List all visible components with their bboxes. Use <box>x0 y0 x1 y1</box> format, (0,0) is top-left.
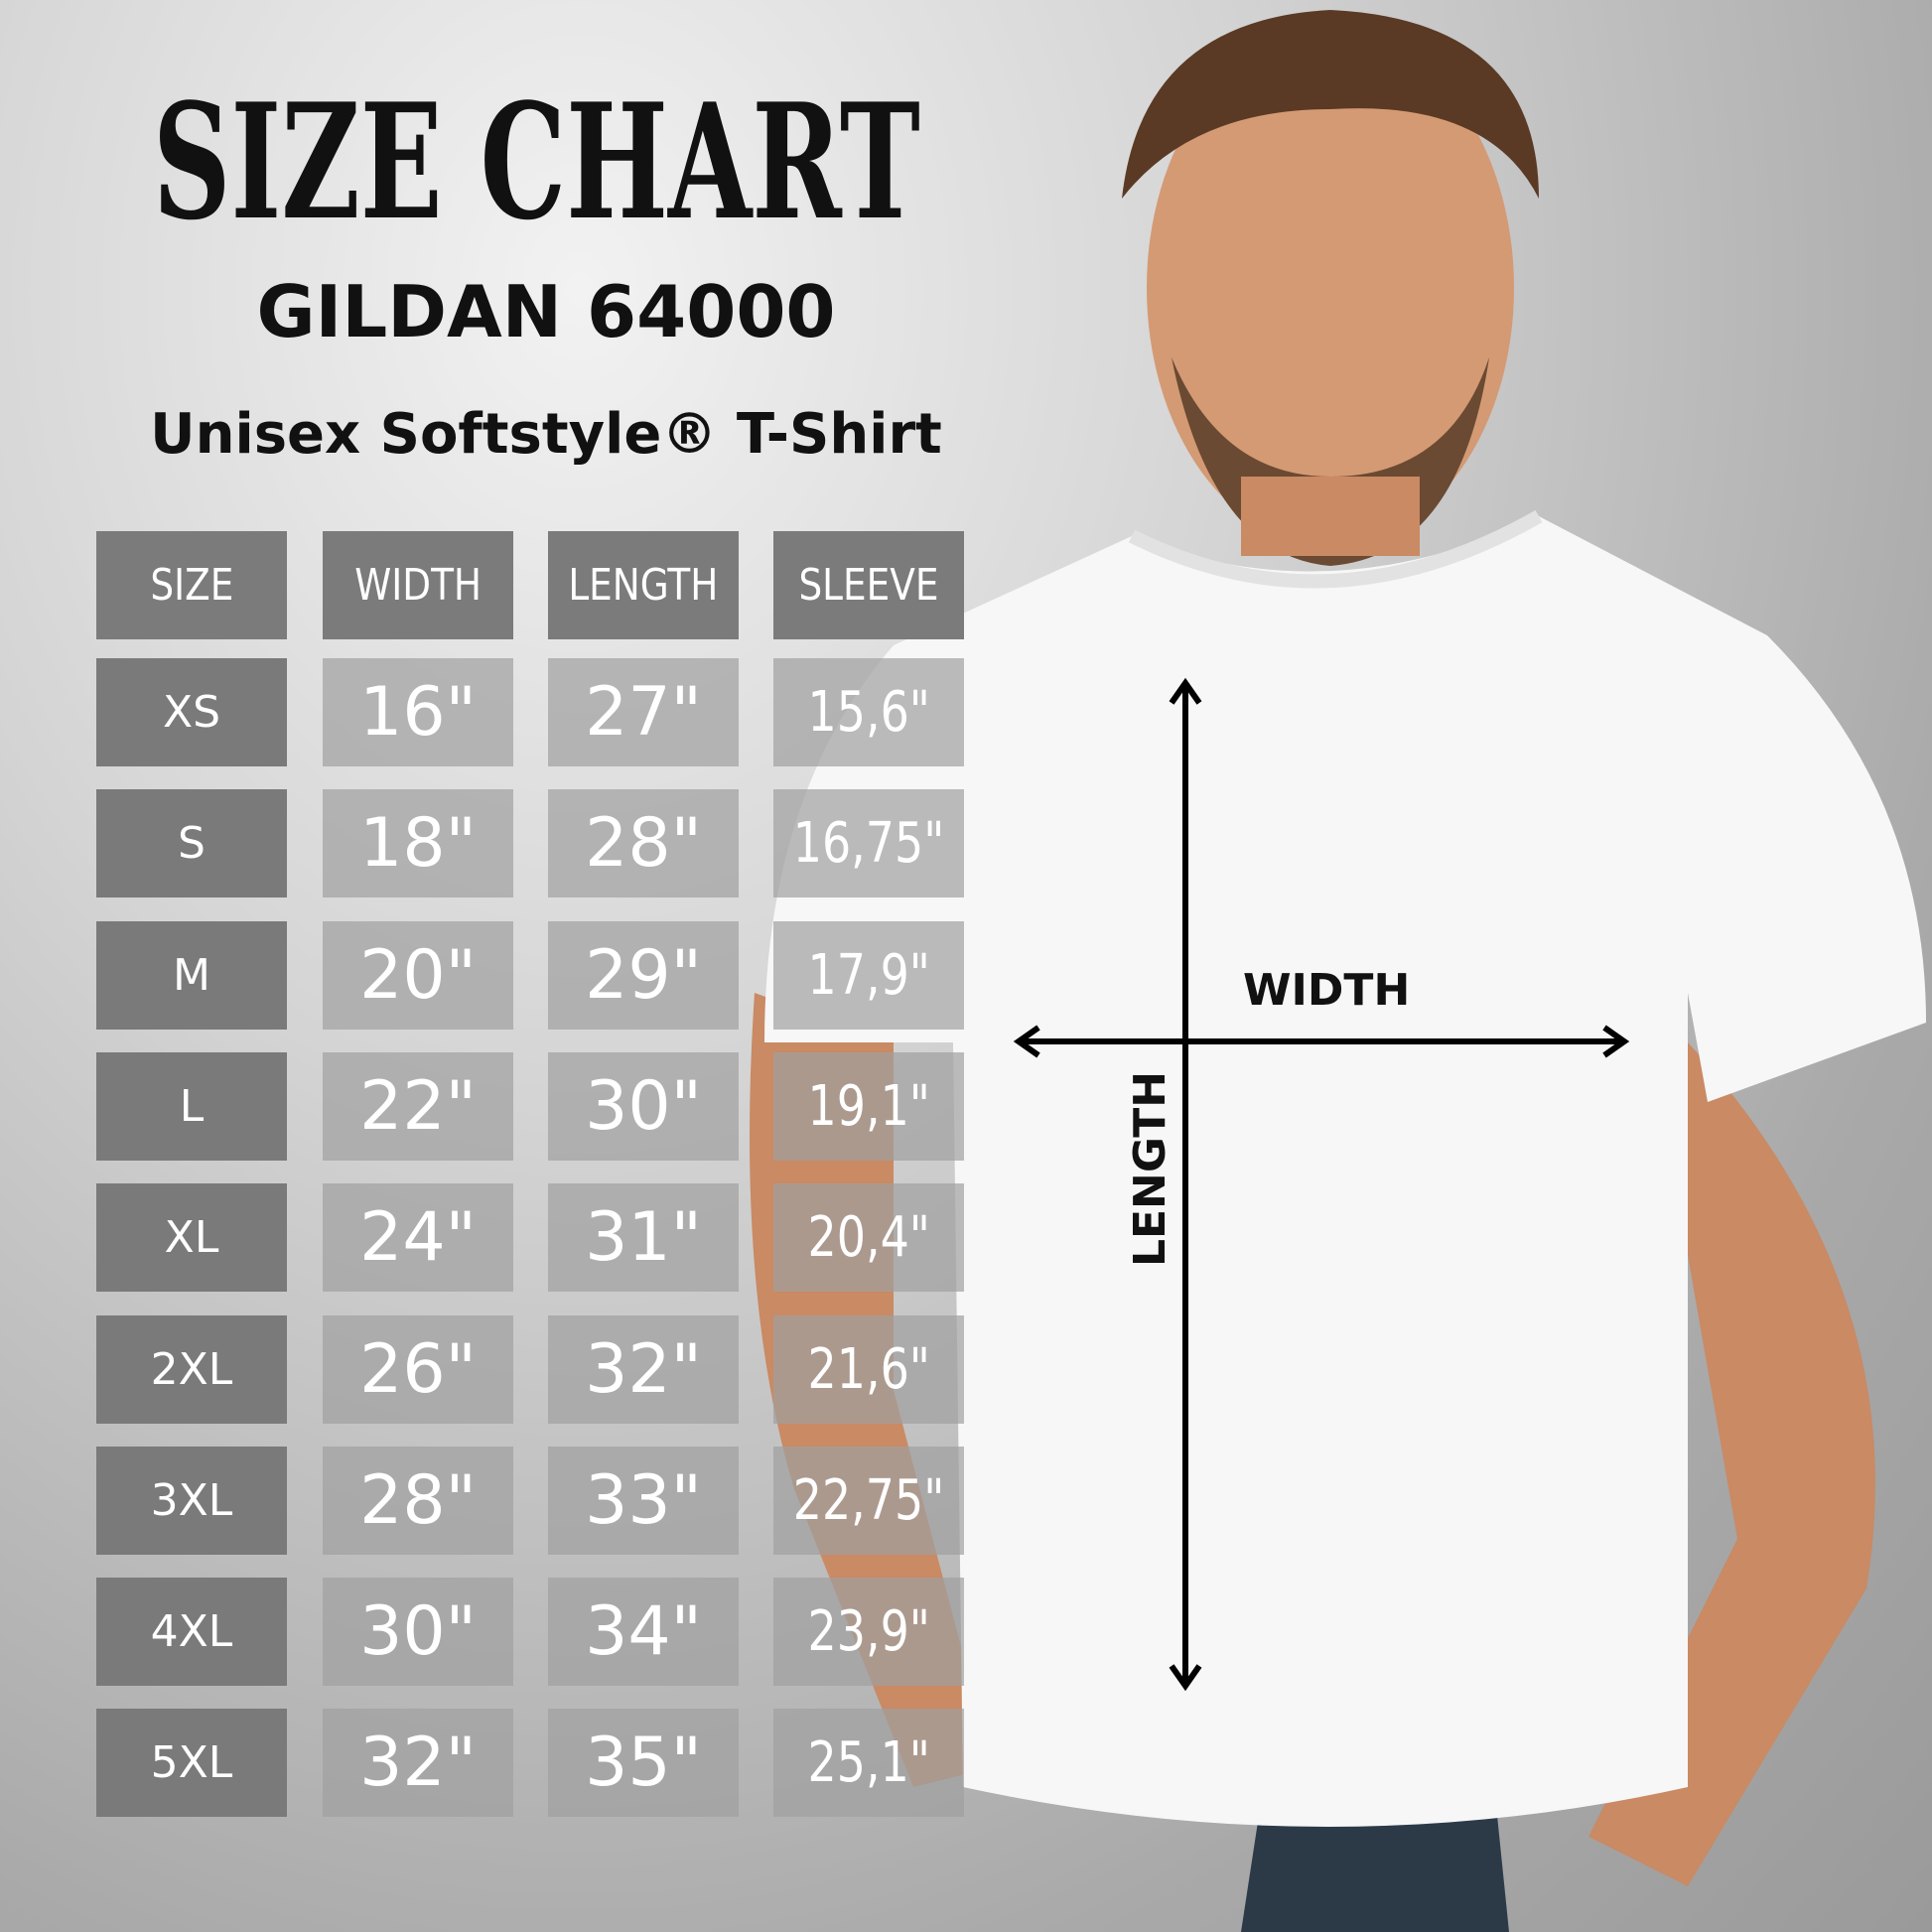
measure-cell-length: 33" <box>548 1446 739 1555</box>
header-sleeve: SLEEVE <box>773 531 964 639</box>
cell-value: 22" <box>359 1066 477 1146</box>
product-subtitle: Unisex Softstyle® T-Shirt <box>150 402 942 467</box>
cell-value: 3XL <box>150 1474 233 1526</box>
cell-value: 23,9" <box>807 1599 930 1665</box>
measure-cell-width: 28" <box>323 1446 513 1555</box>
measure-cell-length: 29" <box>548 920 739 1030</box>
measure-cell-length: 30" <box>548 1051 739 1161</box>
measure-cell-sleeve: 16,75" <box>773 789 964 898</box>
brand-model: GILDAN 64000 <box>256 270 836 353</box>
measure-cell-sleeve: 25,1" <box>773 1709 964 1818</box>
size-cell: M <box>96 920 287 1030</box>
cell-value: 20,4" <box>807 1205 930 1271</box>
measure-cell-width: 24" <box>323 1183 513 1293</box>
measure-cell-width: 26" <box>323 1314 513 1424</box>
cell-value: 31" <box>585 1198 702 1278</box>
measure-cell-length: 31" <box>548 1183 739 1293</box>
cell-value: 30" <box>585 1066 702 1146</box>
cell-value: 32" <box>585 1329 702 1409</box>
length-label: LENGTH <box>1125 1070 1176 1268</box>
cell-value: 2XL <box>150 1343 233 1395</box>
measure-cell-length: 35" <box>548 1709 739 1818</box>
cell-value: 18" <box>359 804 477 884</box>
width-label: WIDTH <box>1243 965 1411 1016</box>
measure-cell-width: 16" <box>323 658 513 766</box>
page-title: Size Chart <box>152 69 920 255</box>
page-title-container: Size Chart <box>60 77 1013 246</box>
measure-cell-length: 28" <box>548 789 739 898</box>
cell-value: 5XL <box>150 1737 233 1789</box>
size-cell: 4XL <box>96 1578 287 1687</box>
header-label: LENGTH <box>568 560 719 611</box>
cell-value: 35" <box>585 1724 702 1803</box>
cell-value: 28" <box>585 804 702 884</box>
measure-cell-sleeve: 19,1" <box>773 1051 964 1161</box>
cell-value: XL <box>164 1212 219 1264</box>
cell-value: 15,6" <box>807 680 930 745</box>
cell-value: XS <box>162 687 221 738</box>
measure-cell-width: 30" <box>323 1578 513 1687</box>
cell-value: 28" <box>359 1460 477 1540</box>
cell-value: 34" <box>585 1592 702 1672</box>
size-cell: 5XL <box>96 1709 287 1818</box>
size-cell: 3XL <box>96 1446 287 1555</box>
measure-cell-length: 32" <box>548 1314 739 1424</box>
cell-value: 26" <box>359 1329 477 1409</box>
cell-value: L <box>179 1080 205 1132</box>
size-cell: L <box>96 1051 287 1161</box>
measure-cell-width: 22" <box>323 1051 513 1161</box>
header-label: WIDTH <box>354 560 482 611</box>
header-label: SIZE <box>149 560 234 611</box>
measure-cell-sleeve: 20,4" <box>773 1183 964 1293</box>
width-arrow <box>1013 1025 1630 1058</box>
cell-value: 22,75" <box>792 1467 945 1533</box>
measure-cell-width: 18" <box>323 789 513 898</box>
cell-value: 32" <box>359 1724 477 1803</box>
measure-cell-width: 32" <box>323 1709 513 1818</box>
measure-cell-sleeve: 23,9" <box>773 1578 964 1687</box>
cell-value: 16,75" <box>792 811 945 877</box>
cell-value: 27" <box>585 673 702 752</box>
measure-cell-sleeve: 17,9" <box>773 920 964 1030</box>
header-length: LENGTH <box>548 531 739 639</box>
header-size: SIZE <box>96 531 287 639</box>
cell-value: 19,1" <box>807 1073 930 1139</box>
measure-cell-width: 20" <box>323 920 513 1030</box>
cell-value: 29" <box>585 935 702 1015</box>
header-label: SLEEVE <box>798 560 939 611</box>
cell-value: S <box>178 818 206 870</box>
measure-cell-sleeve: 21,6" <box>773 1314 964 1424</box>
size-cell: S <box>96 789 287 898</box>
cell-value: 30" <box>359 1592 477 1672</box>
measure-cell-length: 34" <box>548 1578 739 1687</box>
size-cell: 2XL <box>96 1314 287 1424</box>
cell-value: M <box>173 949 210 1001</box>
cell-value: 16" <box>359 673 477 752</box>
cell-value: 20" <box>359 935 477 1015</box>
cell-value: 25,1" <box>807 1730 930 1796</box>
cell-value: 4XL <box>150 1606 233 1658</box>
measure-cell-length: 27" <box>548 658 739 766</box>
header-width: WIDTH <box>323 531 513 639</box>
length-arrow <box>1169 677 1202 1692</box>
cell-value: 17,9" <box>807 942 930 1008</box>
measure-cell-sleeve: 15,6" <box>773 658 964 766</box>
cell-value: 21,6" <box>807 1336 930 1402</box>
measure-cell-sleeve: 22,75" <box>773 1446 964 1555</box>
size-cell: XL <box>96 1183 287 1293</box>
cell-value: 24" <box>359 1198 477 1278</box>
cell-value: 33" <box>585 1460 702 1540</box>
size-cell: XS <box>96 658 287 766</box>
